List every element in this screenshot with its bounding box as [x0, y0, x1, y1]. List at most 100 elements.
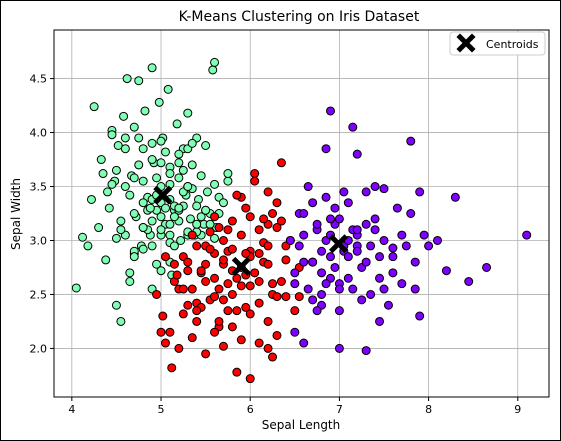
cluster-0-point — [116, 225, 126, 235]
cluster-2-point — [406, 136, 416, 146]
cluster-2-point — [308, 295, 318, 305]
cluster-0-point — [138, 244, 148, 254]
cluster-1-point — [169, 259, 179, 269]
cluster-2-point — [450, 192, 460, 202]
cluster-1-point — [254, 277, 264, 287]
cluster-1-point — [245, 374, 255, 384]
cluster-1-point — [294, 292, 304, 302]
cluster-2-point — [325, 106, 335, 116]
cluster-1-point — [276, 158, 286, 168]
cluster-2-point — [397, 230, 407, 240]
cluster-0-point — [169, 212, 179, 222]
cluster-2-point — [370, 182, 380, 192]
cluster-0-point — [111, 165, 121, 175]
legend-centroid-marker — [456, 33, 476, 53]
cluster-0-point — [156, 225, 166, 235]
cluster-2-point — [330, 203, 340, 213]
cluster-2-point — [366, 241, 376, 251]
x-tick-label: 4 — [68, 403, 75, 416]
cluster-1-point — [250, 176, 260, 186]
cluster-1-point — [245, 212, 255, 222]
x-tick-label: 6 — [247, 403, 254, 416]
cluster-1-point — [205, 244, 215, 254]
x-axis-label: Sepal Length — [262, 418, 341, 432]
cluster-2-point — [415, 311, 425, 321]
cluster-1-point — [223, 279, 233, 289]
cluster-2-point — [299, 230, 309, 240]
cluster-1-point — [250, 169, 260, 179]
cluster-1-point — [187, 230, 197, 240]
centroid-marker — [153, 185, 173, 205]
cluster-1-point — [178, 309, 188, 319]
cluster-1-point — [232, 273, 242, 283]
cluster-0-point — [83, 241, 93, 251]
cluster-0-point — [172, 119, 182, 129]
cluster-1-point — [214, 316, 224, 326]
cluster-0-point — [120, 182, 130, 192]
cluster-1-point — [232, 190, 242, 200]
cluster-1-point — [218, 235, 228, 245]
cluster-0-point — [147, 216, 157, 226]
cluster-1-point — [272, 330, 282, 340]
cluster-1-point — [214, 284, 224, 294]
cluster-1-point — [192, 306, 202, 316]
cluster-1-point — [276, 277, 286, 287]
cluster-1-point — [158, 311, 168, 321]
cluster-0-point — [125, 277, 135, 287]
cluster-0-point — [169, 241, 179, 251]
cluster-1-point — [236, 281, 246, 291]
cluster-1-point — [160, 338, 170, 348]
cluster-1-point — [254, 248, 264, 258]
cluster-0-point — [134, 133, 144, 143]
cluster-2-point — [379, 284, 389, 294]
cluster-2-point — [334, 214, 344, 224]
cluster-1-point — [232, 306, 242, 316]
cluster-0-point — [147, 155, 157, 165]
legend: Centroids — [449, 31, 546, 56]
cluster-0-point — [223, 176, 233, 186]
cluster-1-point — [210, 212, 220, 222]
cluster-0-point — [174, 158, 184, 168]
cluster-2-point — [325, 252, 335, 262]
cluster-0-point — [111, 233, 121, 243]
cluster-0-point — [138, 198, 148, 208]
cluster-2-point — [325, 214, 335, 224]
cluster-1-point — [272, 198, 282, 208]
cluster-0-point — [86, 194, 96, 204]
cluster-1-point — [281, 255, 291, 265]
cluster-0-point — [210, 233, 220, 243]
y-tick-label: 2.5 — [30, 288, 48, 301]
x-tick-label: 5 — [158, 403, 165, 416]
cluster-2-point — [410, 284, 420, 294]
cluster-2-point — [343, 198, 353, 208]
cluster-1-point — [201, 277, 211, 287]
cluster-0-point — [192, 219, 202, 229]
cluster-1-point — [290, 306, 300, 316]
cluster-0-point — [103, 187, 113, 197]
cluster-0-point — [78, 232, 88, 242]
cluster-2-point — [334, 306, 344, 316]
cluster-2-point — [370, 214, 380, 224]
cluster-1-point — [218, 341, 228, 351]
cluster-1-point — [205, 227, 215, 237]
cluster-0-point — [113, 140, 123, 150]
cluster-0-point — [156, 136, 166, 146]
cluster-0-point — [129, 252, 139, 262]
cluster-1-point — [172, 270, 182, 280]
cluster-1-point — [254, 225, 264, 235]
cluster-1-point — [241, 248, 251, 258]
cluster-1-point — [152, 289, 162, 299]
cluster-2-point — [375, 316, 385, 326]
cluster-1-point — [156, 327, 166, 337]
cluster-0-point — [125, 190, 135, 200]
y-tick-label: 4.5 — [30, 73, 48, 86]
cluster-1-point — [272, 292, 282, 302]
cluster-2-point — [357, 295, 367, 305]
cluster-2-point — [388, 268, 398, 278]
cluster-2-point — [441, 266, 451, 276]
cluster-2-point — [383, 300, 393, 310]
cluster-0-point — [96, 155, 106, 165]
cluster-0-point — [176, 235, 186, 245]
cluster-2-point — [321, 279, 331, 289]
cluster-1-point — [236, 230, 246, 240]
